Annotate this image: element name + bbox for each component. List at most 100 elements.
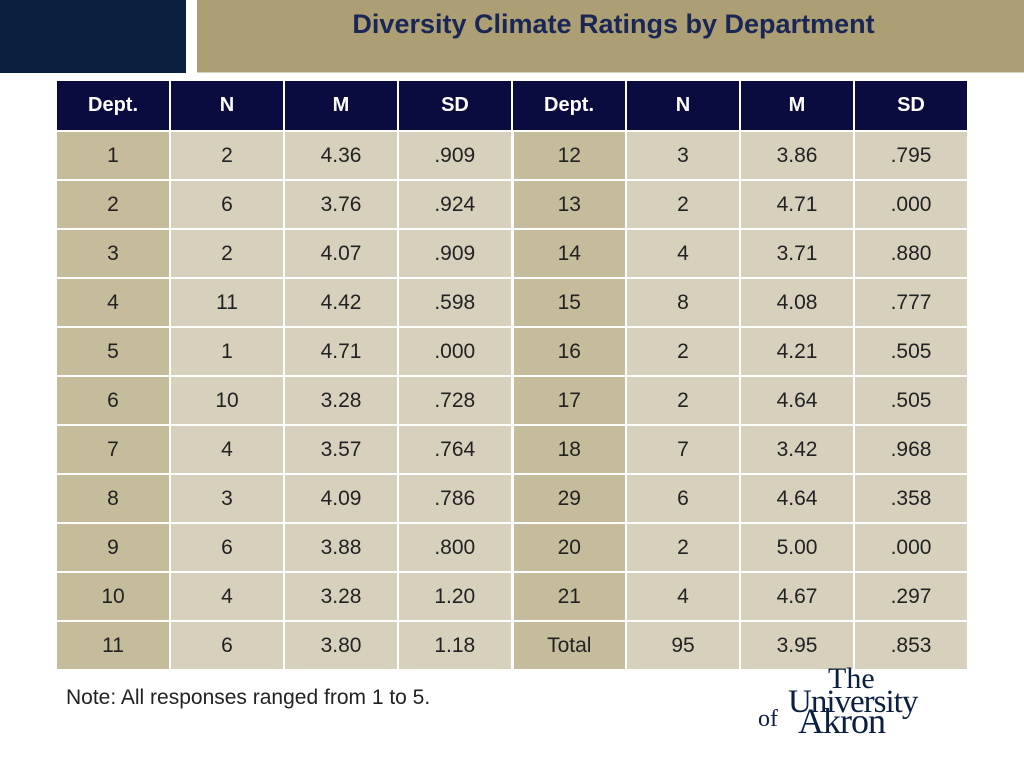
cell-n-2: 2 [625,375,741,426]
cell-n-2: 4 [625,228,741,279]
cell-m: 4.71 [283,326,399,377]
cell-sd-2: .968 [853,424,969,475]
table-row: 4 11 4.42.598 15 8 4.08.777 [55,277,969,328]
cell-dept-2: 13 [511,179,627,230]
cell-n: 11 [169,277,285,328]
cell-dept: 2 [55,179,171,230]
cell-sd-2: .000 [853,179,969,230]
table-row: 10 4 3.28 1.20 21 4 4.67.297 [55,571,969,622]
cell-dept-2: 20 [511,522,627,573]
cell-m-2: 4.64 [739,375,855,426]
cell-n-2: 2 [625,179,741,230]
cell-dept-2: 15 [511,277,627,328]
cell-dept-2: 18 [511,424,627,475]
table-row: 5 1 4.71.000 16 2 4.21.505 [55,326,969,377]
cell-sd-2: .505 [853,375,969,426]
cell-m-2: 4.08 [739,277,855,328]
cell-dept: 3 [55,228,171,279]
table-header-row: Dept. N M SD Dept. N M SD [55,79,969,132]
logo-text-akron: Akron [798,701,886,741]
cell-sd: .909 [397,228,514,279]
cell-n: 6 [169,620,285,671]
cell-m-2: 3.95 [739,620,855,671]
cell-n-2: 95 [625,620,741,671]
cell-n: 10 [169,375,285,426]
cell-sd-2: .795 [853,130,969,181]
university-logo: The University of Akron [758,662,928,741]
col-header-m-2: M [739,79,855,132]
cell-m: 4.07 [283,228,399,279]
page-title: Diversity Climate Ratings by Department [352,8,875,39]
cell-n: 2 [169,130,285,181]
table-row: 11 6 3.80 1.18 Total 95 3.95.853 [55,620,969,671]
logo-text-of: of [758,706,778,732]
cell-sd: .598 [397,277,514,328]
cell-dept: 11 [55,620,171,671]
cell-n: 2 [169,228,285,279]
cell-dept: 4 [55,277,171,328]
cell-m: 3.88 [283,522,399,573]
cell-m-2: 4.21 [739,326,855,377]
cell-n-2: 6 [625,473,741,524]
col-header-sd-2: SD [853,79,969,132]
cell-sd-2: .358 [853,473,969,524]
cell-n: 1 [169,326,285,377]
table-row: 8 3 4.09.786 29 6 4.64.358 [55,473,969,524]
cell-m-2: 4.64 [739,473,855,524]
cell-sd: .800 [397,522,514,573]
cell-n: 4 [169,571,285,622]
footnote: Note: All responses ranged from 1 to 5. [66,686,431,709]
cell-dept-2: 17 [511,375,627,426]
cell-n: 6 [169,179,285,230]
title-bar: Diversity Climate Ratings by Department [197,0,1024,73]
cell-dept-2: 14 [511,228,627,279]
col-header-m: M [283,79,399,132]
cell-dept: 10 [55,571,171,622]
col-header-dept: Dept. [55,79,171,132]
cell-sd-2: .297 [853,571,969,622]
cell-m-2: 5.00 [739,522,855,573]
cell-dept: 8 [55,473,171,524]
cell-n-2: 2 [625,522,741,573]
ratings-table: Dept. N M SD Dept. N M SD 1 2 4.36.909 12 3 3… [55,79,969,671]
table-row: 2 6 3.76.924 13 2 4.71.000 [55,179,969,230]
table-row: 1 2 4.36.909 12 3 3.86.795 [55,130,969,181]
cell-m: 3.28 [283,571,399,622]
cell-sd-2: .505 [853,326,969,377]
cell-m-2: 4.71 [739,179,855,230]
cell-sd: .924 [397,179,514,230]
cell-dept: 6 [55,375,171,426]
header-navy-block [0,0,186,73]
table-row: 7 4 3.57.764 18 7 3.42.968 [55,424,969,475]
cell-sd: .909 [397,130,514,181]
cell-n-2: 4 [625,571,741,622]
cell-sd: .000 [397,326,514,377]
cell-m: 3.80 [283,620,399,671]
cell-sd-2: .777 [853,277,969,328]
cell-n-2: 3 [625,130,741,181]
cell-sd: 1.18 [397,620,514,671]
cell-dept-2: 12 [511,130,627,181]
cell-sd: .786 [397,473,514,524]
cell-m: 4.36 [283,130,399,181]
cell-m: 4.09 [283,473,399,524]
cell-m: 4.42 [283,277,399,328]
cell-dept: 9 [55,522,171,573]
cell-sd: .728 [397,375,514,426]
cell-dept-2: 21 [511,571,627,622]
table-row: 6 10 3.28.728 17 2 4.64.505 [55,375,969,426]
cell-m: 3.76 [283,179,399,230]
cell-n-2: 2 [625,326,741,377]
table-row: 9 6 3.88.800 20 2 5.00.000 [55,522,969,573]
cell-m: 3.28 [283,375,399,426]
logo-text-university: University [788,684,918,720]
cell-sd-2: .853 [853,620,969,671]
cell-sd-2: .880 [853,228,969,279]
col-header-dept-2: Dept. [511,79,627,132]
cell-n: 6 [169,522,285,573]
cell-sd: .764 [397,424,514,475]
cell-dept-2: Total [511,620,627,671]
logo-text-the: The [828,662,875,695]
cell-sd: 1.20 [397,571,514,622]
col-header-n-2: N [625,79,741,132]
